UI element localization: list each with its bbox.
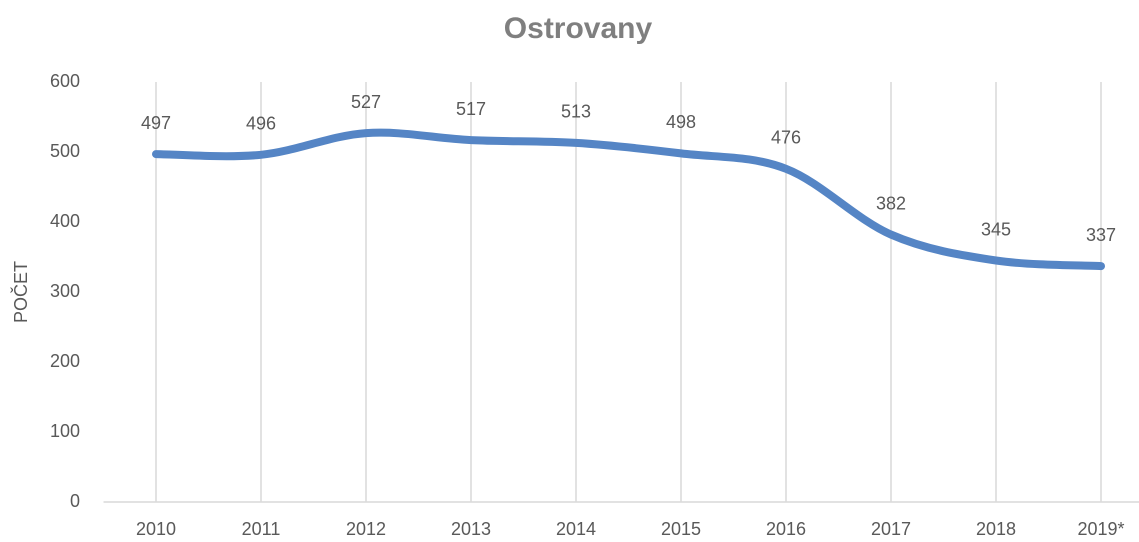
x-tick-label: 2012 — [346, 519, 386, 539]
x-tick-label: 2010 — [136, 519, 176, 539]
data-label: 497 — [141, 113, 171, 133]
y-tick-label: 600 — [50, 71, 80, 91]
y-tick-label: 500 — [50, 141, 80, 161]
data-label: 345 — [981, 219, 1011, 239]
x-tick-label: 2014 — [556, 519, 596, 539]
data-label: 337 — [1086, 225, 1116, 245]
x-tick-label: 2013 — [451, 519, 491, 539]
data-label: 527 — [351, 92, 381, 112]
data-label: 496 — [246, 114, 276, 134]
y-tick-label: 300 — [50, 281, 80, 301]
x-tick-label: 2017 — [871, 519, 911, 539]
y-tick-label: 400 — [50, 211, 80, 231]
y-tick-label: 0 — [70, 491, 80, 511]
data-label: 517 — [456, 99, 486, 119]
chart-title: Ostrovany — [504, 12, 653, 45]
x-tick-label: 2018 — [976, 519, 1016, 539]
y-tick-label: 100 — [50, 421, 80, 441]
data-label: 513 — [561, 102, 591, 122]
x-tick-label: 2019* — [1077, 519, 1124, 539]
x-tick-label: 2011 — [242, 519, 281, 539]
data-label: 498 — [666, 112, 696, 132]
y-axis-label: POČET — [10, 261, 31, 323]
x-tick-label: 2015 — [661, 519, 701, 539]
data-label: 382 — [876, 193, 906, 213]
x-tick-label: 2016 — [766, 519, 806, 539]
data-label: 476 — [771, 128, 801, 148]
data-line — [152, 128, 1105, 271]
y-tick-label: 200 — [50, 351, 80, 371]
